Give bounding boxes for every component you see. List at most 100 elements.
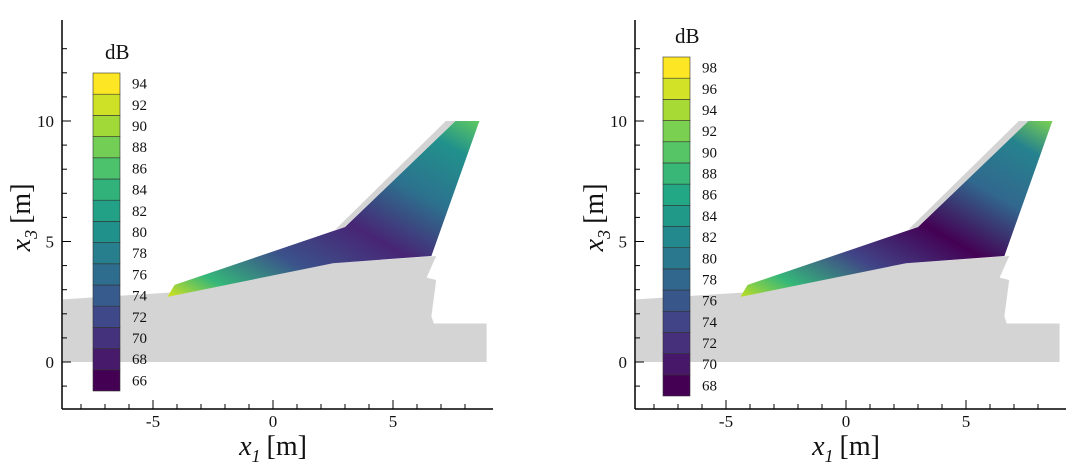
- y-axis-title: x3 [m]: [579, 183, 614, 252]
- x-tick-label: -5: [719, 412, 733, 431]
- colorbar-tick-label: 78: [702, 272, 717, 288]
- x-axis-unit: [m]: [840, 431, 880, 462]
- colorbar-band: [92, 199, 121, 222]
- colorbar-tick-label: 82: [132, 204, 147, 220]
- colorbar-band: [662, 226, 691, 248]
- colorbar-tick-label: 86: [132, 161, 148, 177]
- colorbar-tick-label: 74: [132, 289, 148, 305]
- x-tick-label: 0: [269, 412, 278, 431]
- y-tick-label: 10: [610, 112, 627, 131]
- x-tick-label: 5: [389, 412, 398, 431]
- x-axis-unit: [m]: [267, 431, 307, 462]
- right-panel: 0 5 10 -5 0 5 68 70 72 74 76 78 80 82 84 86 88 90 92 94 96 9…: [579, 20, 1066, 466]
- colorbar-band: [662, 247, 691, 270]
- y-tick-label: 5: [619, 233, 628, 252]
- colorbar-band: [662, 289, 691, 312]
- colorbar-band: [662, 374, 691, 397]
- colorbar-tick-label: 98: [702, 61, 717, 77]
- colorbar-tick-label: 72: [702, 336, 717, 352]
- colorbar-band: [662, 99, 691, 121]
- colorbar-tick-label: 70: [702, 357, 717, 373]
- x-tick-label: -5: [146, 412, 160, 431]
- axes: 0 5 10 -5 0 5: [37, 20, 493, 431]
- colorbar-tick-label: 82: [702, 230, 717, 246]
- colorbar-tick-label: 94: [132, 77, 148, 93]
- x-axis-title: x1 [m]: [238, 431, 307, 466]
- colorbar-tick-label: 74: [702, 315, 718, 331]
- colorbar-tick-label: 78: [132, 246, 147, 262]
- colorbar-title: dB: [675, 24, 700, 48]
- colorbar-tick-label: 66: [132, 373, 148, 389]
- colorbar-band: [92, 72, 121, 95]
- colorbar-band: [662, 332, 691, 354]
- x-tick-label: 0: [842, 412, 851, 431]
- axes: 0 5 10 -5 0 5: [610, 20, 1066, 431]
- fuselage-shape: [63, 255, 487, 362]
- x-axis-title: x1 [m]: [811, 431, 880, 466]
- x-axis-var: x: [238, 431, 252, 462]
- colorbar-band: [662, 310, 691, 333]
- colorbar-tick-label: 88: [702, 167, 717, 183]
- colorbar-band: [662, 120, 691, 143]
- colorbar-band: [92, 284, 121, 307]
- y-tick-label: 5: [46, 233, 55, 252]
- colorbar-tick-label: 90: [702, 145, 717, 161]
- wing-leading-edge: [335, 121, 456, 230]
- colorbar-tick-label: 76: [702, 294, 718, 310]
- wing-contour: [167, 121, 480, 297]
- colorbar-band: [662, 141, 691, 164]
- colorbar-tick-label: 84: [702, 209, 718, 225]
- colorbar-band: [662, 56, 691, 79]
- fuselage-silhouette: [636, 255, 1060, 362]
- y-tick-label: 0: [619, 353, 628, 372]
- colorbar-band: [92, 136, 121, 159]
- colorbar-band: [662, 353, 691, 376]
- colorbar-tick-label: 70: [132, 331, 147, 347]
- colorbar-band: [92, 178, 121, 201]
- colorbar-tick-label: 96: [702, 82, 718, 98]
- colorbar-band: [92, 348, 121, 371]
- fuselage-silhouette: [63, 255, 487, 362]
- colorbar-tick-label: 88: [132, 140, 147, 156]
- colorbar-band: [92, 93, 121, 116]
- wing-leading-edge: [908, 121, 1029, 230]
- x-tick-label: 5: [962, 412, 971, 431]
- colorbar-band: [92, 157, 121, 180]
- y-axis-subscript: 3: [21, 230, 41, 240]
- x-axis-var: x: [811, 431, 825, 462]
- colorbar-band: [662, 183, 691, 206]
- colorbar-band: [92, 369, 121, 392]
- colorbar-band: [92, 221, 121, 243]
- colorbar-title: dB: [105, 40, 130, 64]
- colorbar-tick-label: 76: [132, 267, 148, 283]
- y-axis-title: x3 [m]: [6, 183, 41, 252]
- colorbar-band: [662, 268, 691, 291]
- colorbar-band: [662, 205, 691, 227]
- colorbar-tick-label: 94: [702, 103, 718, 119]
- colorbar-band: [92, 305, 121, 328]
- colorbar-tick-label: 80: [702, 251, 717, 267]
- colorbar-tick-label: 92: [132, 98, 147, 114]
- colorbar: 68 70 72 74 76 78 80 82 84 86 88 90 92 94 96 98: [662, 56, 718, 397]
- colorbar-band: [92, 263, 121, 286]
- colorbar-tick-label: 68: [132, 352, 147, 368]
- wing-surface: [740, 121, 1053, 297]
- y-axis-subscript: 3: [594, 230, 614, 240]
- colorbar-tick-label: 90: [132, 119, 147, 135]
- colorbar-band: [662, 162, 691, 185]
- colorbar-tick-label: 86: [702, 188, 718, 204]
- y-axis-unit: [m]: [6, 183, 37, 223]
- fuselage-shape: [636, 255, 1060, 362]
- colorbar: 66 68 70 72 74 76 78 80 82 84 86 88 90 92 94: [92, 72, 148, 392]
- y-axis-var: x: [579, 238, 610, 252]
- y-tick-label: 10: [37, 112, 54, 131]
- colorbar-tick-label: 72: [132, 310, 147, 326]
- colorbar-band: [92, 327, 121, 349]
- y-tick-label: 0: [46, 353, 55, 372]
- x-axis-subscript: 1: [825, 446, 834, 466]
- y-axis-unit: [m]: [579, 183, 610, 223]
- colorbar-band: [92, 242, 121, 265]
- y-axis-var: x: [6, 238, 37, 252]
